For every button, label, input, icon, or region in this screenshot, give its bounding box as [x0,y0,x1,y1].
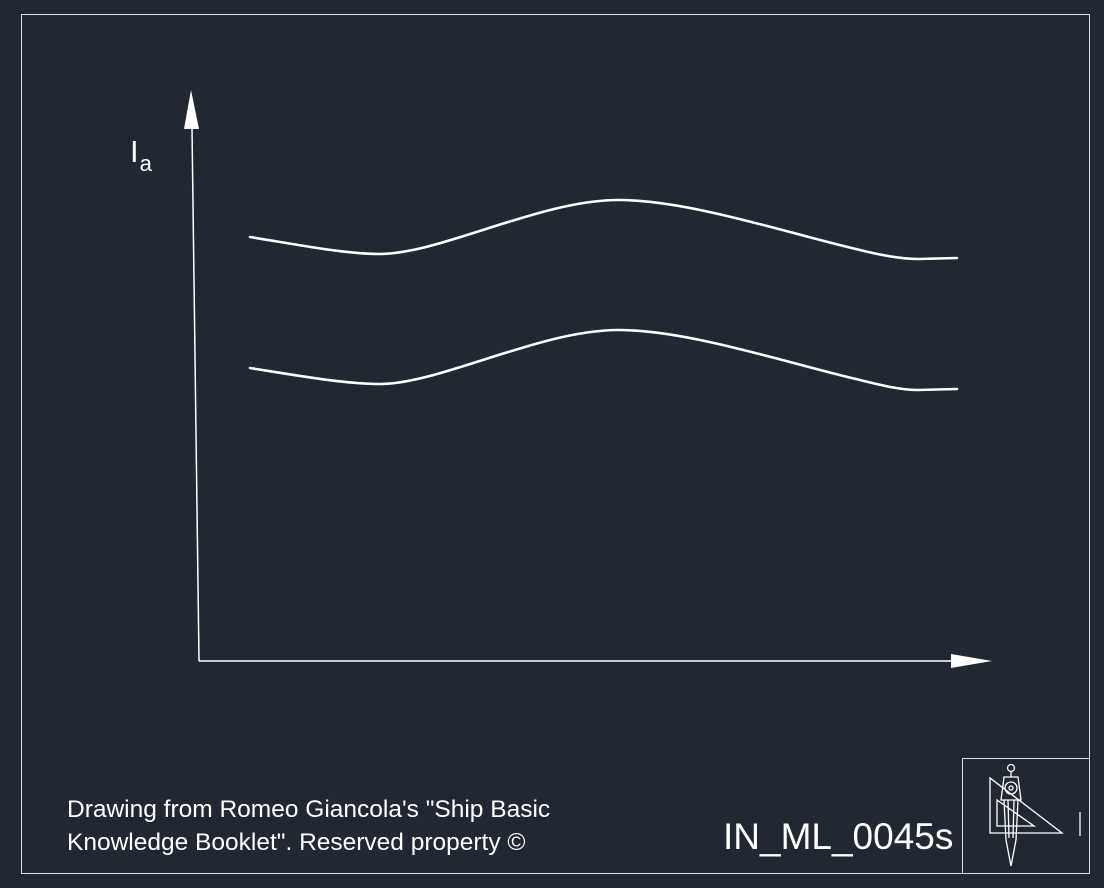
credit-line-2: Knowledge Booklet". Reserved property © [67,829,526,856]
y-axis-line [191,127,200,662]
y-axis-arrowhead [184,90,199,129]
credit-text: Drawing from Romeo Giancola's "Ship Basi… [67,793,550,859]
title-block-box [962,758,1090,874]
x-axis-arrowhead [951,654,992,668]
credit-line-1: Drawing from Romeo Giancola's "Ship Basi… [67,796,551,823]
y-axis-symbol: I [130,134,139,169]
sheet-frame [21,14,1090,874]
lower-curve [248,328,959,392]
y-axis-label: Ia [130,134,152,175]
compass-and-set-square-icon [989,763,1081,867]
drawing-code: IN_ML_0045s [723,816,954,857]
y-axis-subscript: a [139,151,152,176]
upper-curve [248,198,959,261]
